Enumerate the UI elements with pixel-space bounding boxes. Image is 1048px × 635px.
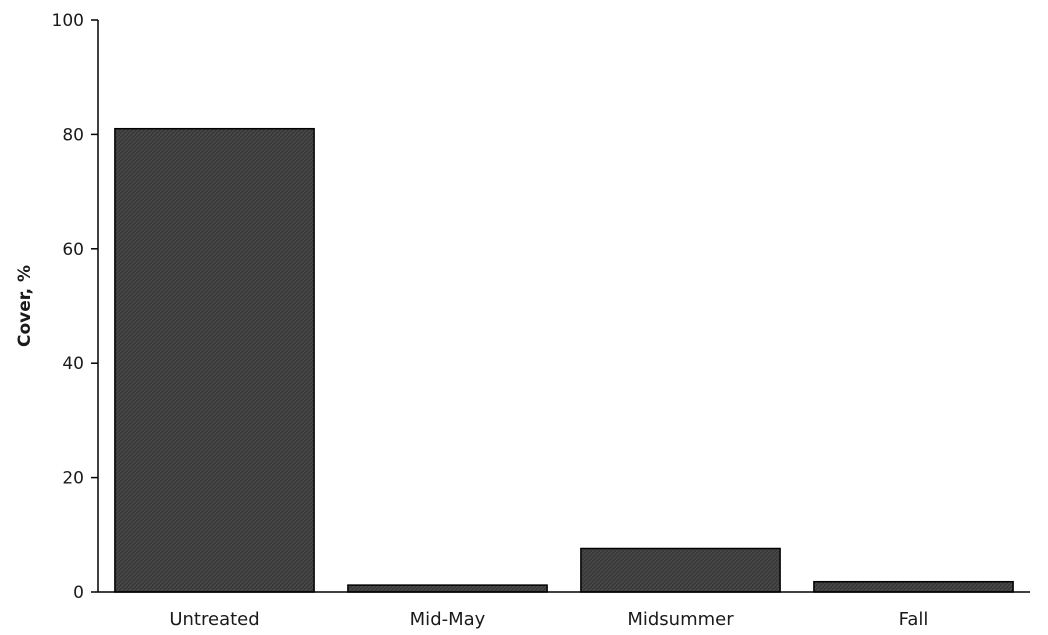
y-tick-label-60: 60 bbox=[62, 240, 84, 260]
labels-layer: 0 20 40 60 80 100 Untreated Mid-May Midsummer Fal… bbox=[15, 11, 928, 630]
x-tick-label-untreated: Untreated bbox=[169, 609, 259, 630]
y-tick-label-0: 0 bbox=[73, 583, 84, 603]
bar-untreated bbox=[114, 127, 315, 593]
bars-layer bbox=[114, 127, 1014, 593]
bar-mid-may bbox=[347, 584, 548, 593]
y-tick-label-40: 40 bbox=[62, 354, 84, 374]
x-tick-label-mid-may: Mid-May bbox=[410, 609, 486, 630]
x-tick-label-midsummer: Midsummer bbox=[627, 609, 734, 630]
y-tick-label-100: 100 bbox=[52, 11, 84, 31]
y-tick-label-80: 80 bbox=[62, 125, 84, 145]
bar-fall bbox=[813, 580, 1014, 593]
axes-layer bbox=[91, 19, 1030, 593]
y-axis-title: Cover, % bbox=[15, 265, 35, 347]
x-tick-label-fall: Fall bbox=[899, 609, 929, 630]
bar-midsummer bbox=[580, 547, 781, 593]
y-tick-label-20: 20 bbox=[62, 469, 84, 489]
